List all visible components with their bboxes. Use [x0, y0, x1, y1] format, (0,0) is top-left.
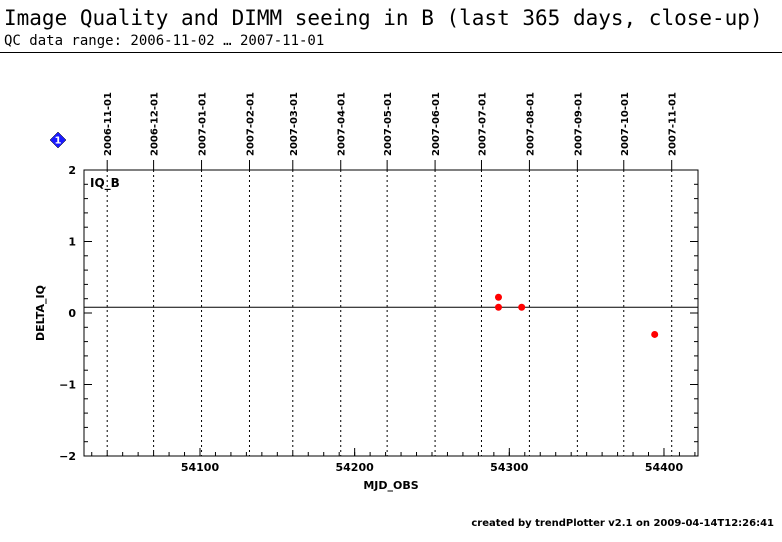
- y-tick-label: 0: [68, 307, 76, 320]
- page-subtitle: QC data range: 2006-11-02 … 2007-11-01: [4, 33, 325, 49]
- data-point: [518, 303, 526, 311]
- y-axis: −2 −1 0 1 2: [59, 164, 698, 463]
- y-tick-label: 2: [68, 164, 76, 177]
- date-label: 2007-09-01: [573, 92, 584, 156]
- x-tick-label: 54100: [181, 461, 220, 474]
- date-label: 2007-05-01: [383, 92, 394, 156]
- date-label: 2006-11-01: [103, 92, 114, 156]
- data-points: [494, 293, 659, 338]
- plot-frame: [83, 169, 699, 457]
- panel-label: IQ_B: [90, 176, 120, 191]
- y-tick-label: 1: [68, 236, 76, 249]
- x-tick-label: 54400: [645, 461, 684, 474]
- data-point: [494, 293, 502, 301]
- x-tick-label: 54300: [490, 461, 529, 474]
- date-label: 2006-12-01: [150, 92, 161, 156]
- marker-label: 1: [55, 136, 62, 147]
- date-label: 2007-07-01: [477, 92, 488, 156]
- diamond-icon: [49, 131, 67, 149]
- date-label: 2007-11-01: [668, 92, 679, 156]
- date-label: 2007-03-01: [289, 92, 300, 156]
- date-label: 2007-01-01: [198, 92, 209, 156]
- x-axis: 54100 54200 54300 54400: [91, 448, 696, 474]
- date-label: 2007-02-01: [245, 92, 256, 156]
- footer-credit: created by trendPlotter v2.1 on 2009-04-…: [471, 518, 774, 529]
- y-tick-label: −1: [59, 379, 76, 392]
- date-label: 2007-08-01: [525, 92, 536, 156]
- date-lines: 2006-11-01 2006-12-01 2007-01-01 2007-02-01…: [103, 92, 679, 456]
- data-point: [494, 303, 502, 311]
- x-axis-label: MJD_OBS: [363, 479, 418, 492]
- y-tick-label: −2: [59, 450, 76, 463]
- y-axis-label: DELTA_IQ: [34, 285, 47, 341]
- page-title: Image Quality and DIMM seeing in B (last…: [4, 6, 763, 30]
- date-label: 2007-10-01: [620, 92, 631, 156]
- date-label: 2007-06-01: [431, 92, 442, 156]
- title-divider: [0, 52, 782, 53]
- x-tick-label: 54200: [336, 461, 375, 474]
- data-point: [651, 330, 659, 338]
- info-marker-icon[interactable]: 1: [49, 131, 67, 149]
- date-label: 2007-04-01: [337, 92, 348, 156]
